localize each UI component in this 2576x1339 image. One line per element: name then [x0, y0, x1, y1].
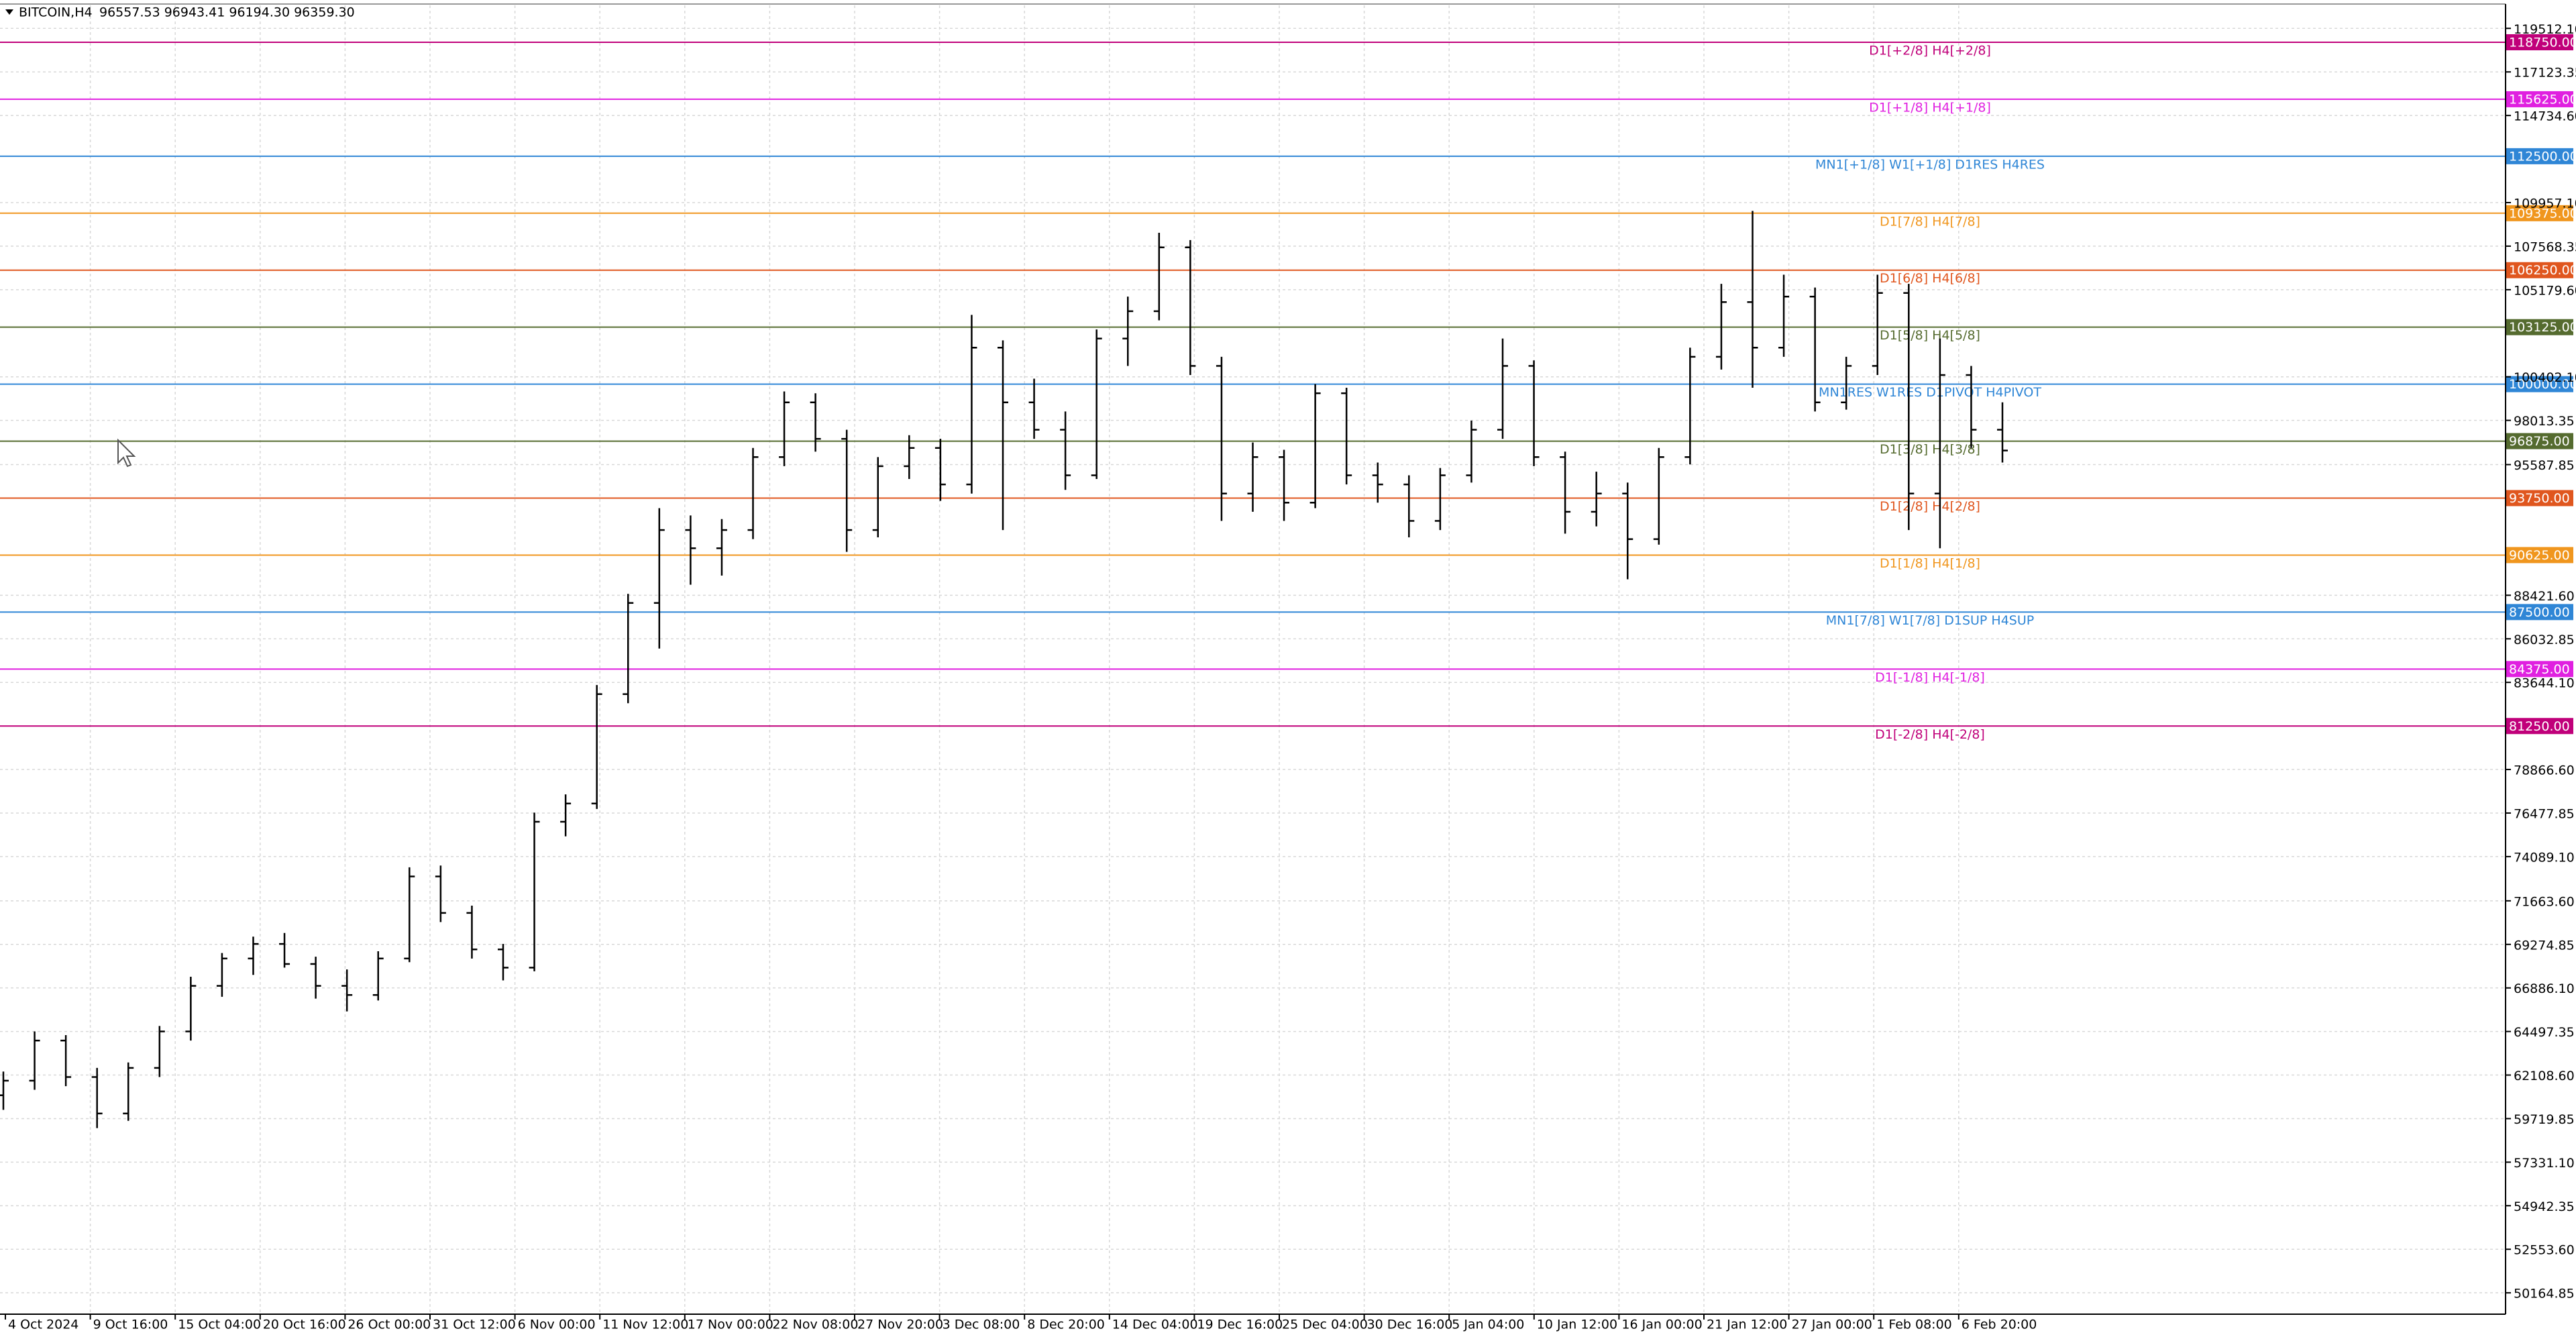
level-price-label: 109375.00 — [2509, 206, 2576, 221]
level-price-label: 96875.00 — [2509, 434, 2570, 449]
level-price-label: 115625.00 — [2509, 92, 2576, 107]
y-tick-label: 64497.35 — [2514, 1025, 2575, 1040]
level-price-box — [2506, 490, 2573, 506]
x-tick-label: 26 Oct 00:00 — [347, 1318, 431, 1332]
level-price-box — [2506, 604, 2573, 621]
levels: D1[+2/8] H4[+2/8] 118750.00 D1[+1/8] H4[+1… — [0, 34, 2576, 742]
x-tick-label: 30 Dec 16:00 — [1367, 1318, 1453, 1332]
y-tick-label: 74089.10 — [2514, 850, 2575, 865]
x-tick-label: 27 Nov 20:00 — [857, 1318, 943, 1332]
y-tick-label: 114734.60 — [2514, 109, 2576, 124]
x-tick-label: 3 Dec 08:00 — [943, 1318, 1020, 1332]
level-price-box — [2506, 34, 2573, 50]
x-tick-label: 4 Oct 2024 — [8, 1318, 78, 1332]
y-tick-label: 57331.10 — [2514, 1156, 2575, 1171]
y-tick-label: 107568.35 — [2514, 239, 2576, 254]
x-tick-label: 9 Oct 16:00 — [93, 1318, 168, 1332]
x-tick-label: 14 Dec 04:00 — [1112, 1318, 1198, 1332]
level-label: D1[+2/8] H4[+2/8] — [1869, 43, 1991, 58]
y-tick-label: 71663.60 — [2514, 894, 2575, 909]
y-tick-label: 69274.85 — [2514, 938, 2575, 953]
grid — [0, 5, 2506, 1314]
x-tick-label: 8 Dec 20:00 — [1027, 1318, 1105, 1332]
level-label: D1[2/8] H4[2/8] — [1880, 499, 1980, 514]
level-label: D1[3/8] H4[3/8] — [1880, 442, 1980, 457]
level-price-box — [2506, 547, 2573, 564]
level-price-box — [2506, 661, 2573, 678]
level-price-box — [2506, 376, 2573, 392]
x-tick-label: 25 Dec 04:00 — [1282, 1318, 1368, 1332]
level-label: MN1RES W1RES D1PIVOT H4PIVOT — [1819, 385, 2041, 400]
y-tick-label: 66886.10 — [2514, 981, 2575, 996]
level-label: D1[-1/8] H4[-1/8] — [1875, 670, 1985, 685]
y-tick-label: 78866.60 — [2514, 763, 2575, 778]
y-tick-label: 95587.85 — [2514, 458, 2575, 473]
menu-triangle[interactable] — [5, 9, 13, 15]
level-label: MN1[7/8] W1[7/8] D1SUP H4SUP — [1826, 613, 2034, 628]
x-tick-label: 15 Oct 04:00 — [178, 1318, 261, 1332]
ohlc-info: 96557.53 96943.41 96194.30 96359.30 — [99, 5, 355, 20]
y-tick-label: 109957.10 — [2514, 196, 2576, 211]
level-price-label: 93750.00 — [2509, 491, 2570, 506]
y-tick-label: 119512.10 — [2514, 22, 2576, 37]
level-price-box — [2506, 262, 2573, 278]
y-tick-label: 88421.60 — [2514, 589, 2575, 604]
level-label: D1[7/8] H4[7/8] — [1880, 214, 1980, 229]
level-price-box — [2506, 433, 2573, 449]
x-tick-label: 6 Feb 20:00 — [1962, 1318, 2037, 1332]
level-price-box — [2506, 205, 2573, 221]
x-tick-label: 31 Oct 12:00 — [433, 1318, 516, 1332]
y-tick-label: 50164.85 — [2514, 1287, 2575, 1301]
y-tick-label: 117123.35 — [2514, 66, 2576, 81]
level-label: D1[+1/8] H4[+1/8] — [1869, 100, 1991, 115]
x-tick-label: 1 Feb 08:00 — [1876, 1318, 1952, 1332]
y-tick-label: 86032.85 — [2514, 633, 2575, 647]
level-price-label: 106250.00 — [2509, 263, 2576, 278]
level-label: D1[1/8] H4[1/8] — [1880, 556, 1980, 571]
level-price-box — [2506, 91, 2573, 107]
level-label: D1[-2/8] H4[-2/8] — [1875, 727, 1985, 742]
x-tick-label: 16 Jan 00:00 — [1621, 1318, 1702, 1332]
level-price-box — [2506, 148, 2573, 164]
x-tick-label: 10 Jan 12:00 — [1537, 1318, 1617, 1332]
level-price-box — [2506, 718, 2573, 735]
x-tick-label: 11 Nov 12:00 — [602, 1318, 688, 1332]
level-price-label: 103125.00 — [2509, 320, 2576, 335]
level-price-label: 90625.00 — [2509, 548, 2570, 563]
x-tick-label: 19 Dec 16:00 — [1197, 1318, 1283, 1332]
level-price-label: 100000.00 — [2509, 377, 2576, 392]
level-price-label: 87500.00 — [2509, 605, 2570, 620]
symbol: BITCOIN,H4 — [19, 5, 93, 20]
level-price-label: 118750.00 — [2509, 35, 2576, 50]
x-tick-label: 22 Nov 08:00 — [772, 1318, 858, 1332]
level-price-box — [2506, 319, 2573, 335]
x-tick-label: 5 Jan 04:00 — [1452, 1318, 1524, 1332]
x-tick-label: 27 Jan 00:00 — [1792, 1318, 1872, 1332]
y-tick-label: 76477.85 — [2514, 806, 2575, 821]
y-tick-label: 59719.85 — [2514, 1112, 2575, 1127]
y-tick-label: 105179.60 — [2514, 283, 2576, 298]
x-tick-label: 17 Nov 00:00 — [688, 1318, 773, 1332]
axis: 119512.10 117123.35 114734.60 109957.10 1075… — [5, 22, 2576, 1332]
level-price-label: 81250.00 — [2509, 719, 2570, 734]
y-tick-label: 62108.60 — [2514, 1069, 2575, 1083]
level-price-label: 112500.00 — [2509, 149, 2576, 164]
y-tick-label: 83644.10 — [2514, 676, 2575, 691]
level-label: MN1[+1/8] W1[+1/8] D1RES H4RES — [1815, 157, 2045, 172]
level-label: D1[6/8] H4[6/8] — [1880, 271, 1980, 286]
x-tick-label: 21 Jan 12:00 — [1707, 1318, 1787, 1332]
y-tick-label: 54942.35 — [2514, 1199, 2575, 1214]
y-tick-label: 100402.10 — [2514, 370, 2576, 385]
y-tick-label: 98013.35 — [2514, 414, 2575, 429]
y-tick-label: 52553.60 — [2514, 1243, 2575, 1258]
level-label: D1[5/8] H4[5/8] — [1880, 328, 1980, 343]
bars — [0, 211, 2008, 1128]
x-tick-label: 20 Oct 16:00 — [263, 1318, 346, 1332]
mouse-cursor — [117, 438, 136, 468]
x-tick-label: 6 Nov 00:00 — [518, 1318, 596, 1332]
level-price-label: 84375.00 — [2509, 662, 2570, 677]
